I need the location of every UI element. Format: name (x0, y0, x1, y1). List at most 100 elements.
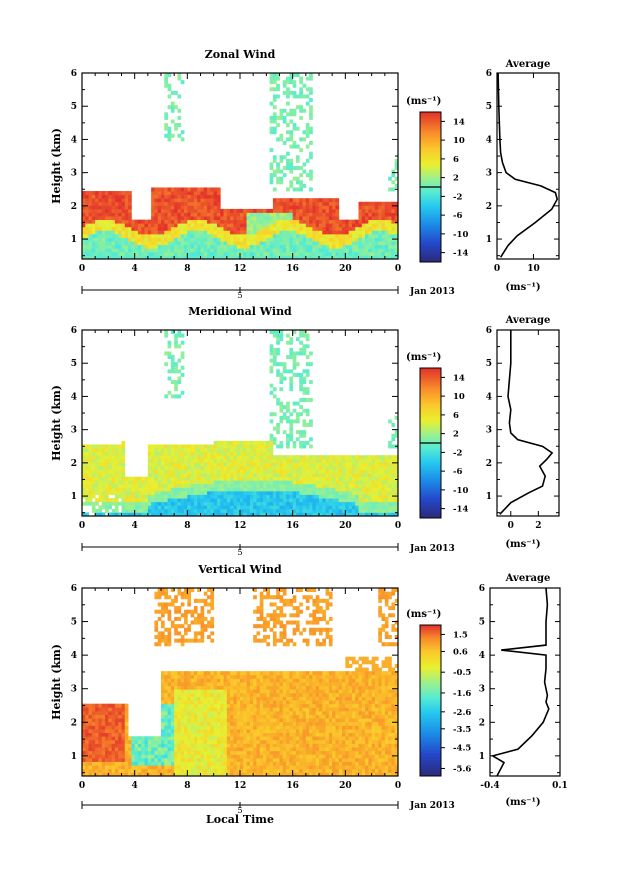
heatmap-cell (371, 241, 376, 246)
heatmap-cell (371, 219, 376, 224)
heatmap-cell (180, 747, 185, 752)
heatmap-cell (121, 205, 126, 210)
heatmap-cell (210, 588, 215, 593)
heatmap-cell (394, 480, 399, 485)
heatmap-cell (279, 476, 284, 481)
heatmap-cell (82, 757, 86, 762)
heatmap-cell (302, 462, 307, 467)
heatmap-cell (108, 772, 113, 777)
heatmap-cell (305, 233, 310, 238)
heatmap-cell (358, 490, 363, 495)
heatmap-cell (101, 212, 106, 217)
heatmap-cell (88, 244, 93, 249)
heatmap-cell (319, 233, 323, 238)
heatmap-cell (286, 112, 290, 117)
heatmap-cell (82, 739, 86, 744)
heatmap-cell (82, 765, 86, 770)
heatmap-cell (184, 721, 188, 726)
heatmap-cell (137, 757, 142, 762)
heatmap-cell (276, 251, 280, 256)
heatmap-cell (177, 732, 182, 737)
heatmap-cell (190, 226, 195, 231)
heatmap-cell (259, 212, 264, 217)
heatmap-cell (108, 465, 113, 470)
heatmap-cell (184, 469, 188, 474)
heatmap-cell (170, 682, 175, 687)
heatmap-cell (335, 462, 340, 467)
heatmap-cell (388, 487, 392, 492)
heatmap-cell (282, 362, 287, 367)
heatmap-cell (85, 736, 89, 741)
heatmap-cell (98, 444, 103, 449)
heatmap-cell (187, 747, 192, 752)
heatmap-cell (170, 223, 175, 228)
heatmap-cell (305, 223, 310, 228)
heatmap-cell (161, 588, 165, 593)
heatmap-cell (292, 73, 297, 77)
heatmap-cell (180, 476, 185, 481)
heatmap-cell (111, 191, 116, 196)
heatmap-cell (223, 512, 228, 517)
heatmap-cell (85, 732, 89, 737)
heatmap-cell (279, 508, 284, 513)
heatmap-cell (114, 208, 119, 213)
heatmap-cell (302, 380, 307, 385)
heatmap-cell (223, 508, 228, 513)
heatmap-cell (124, 251, 129, 256)
heatmap-cell (305, 372, 310, 377)
heatmap-cell (388, 462, 392, 467)
heatmap-cell (151, 455, 155, 460)
heatmap-cell (355, 494, 359, 499)
heatmap-cell (276, 397, 280, 402)
heatmap-cell (269, 448, 274, 453)
heatmap-cell (223, 494, 228, 499)
heatmap-cell (167, 732, 172, 737)
heatmap-cell (134, 754, 139, 759)
heatmap-cell (124, 194, 129, 199)
heatmap-cell (279, 219, 284, 224)
heatmap-cell (269, 126, 274, 131)
heatmap-cell (180, 248, 185, 253)
heatmap-cell (286, 223, 290, 228)
heatmap-cell (151, 194, 155, 199)
heatmap-cell (170, 191, 175, 196)
heatmap-cell (282, 119, 287, 124)
heatmap-cell (236, 212, 241, 217)
heatmap-cell (141, 223, 145, 228)
heatmap-cell (147, 498, 152, 503)
heatmap-cell (299, 237, 303, 242)
heatmap-cell (269, 208, 274, 213)
heatmap-cell (151, 226, 155, 231)
heatmap-cell (279, 108, 284, 113)
heatmap-cell (164, 83, 168, 88)
heatmap-cell (371, 490, 376, 495)
heatmap-cell (246, 241, 251, 246)
heatmap-cell (197, 476, 201, 481)
heatmap-cell (374, 480, 379, 485)
heatmap-cell (394, 230, 399, 235)
heatmap-cell (335, 505, 340, 510)
heatmap-cell (134, 768, 139, 773)
heatmap-cell (197, 208, 201, 213)
heatmap-cell (170, 362, 175, 367)
heatmap-cell (85, 251, 89, 256)
heatmap-cell (292, 237, 297, 242)
heatmap-cell (203, 237, 208, 242)
heatmap-cell (147, 761, 152, 766)
heatmap-cell (322, 201, 326, 206)
heatmap-cell (216, 476, 221, 481)
heatmap-cell (184, 251, 188, 256)
heatmap-cell (200, 725, 205, 730)
heatmap-cell (105, 494, 109, 499)
heatmap-cell (309, 469, 313, 474)
heatmap-cell (230, 494, 234, 499)
heatmap-cell (236, 244, 241, 249)
heatmap-cell (161, 205, 165, 210)
heatmap-cell (108, 501, 113, 506)
heatmap-cell (279, 473, 284, 478)
heatmap-cell (174, 498, 178, 503)
heatmap-cell (164, 465, 168, 470)
heatmap-cell (207, 754, 211, 759)
heatmap-cell (118, 703, 122, 708)
heatmap-cell (111, 451, 116, 456)
